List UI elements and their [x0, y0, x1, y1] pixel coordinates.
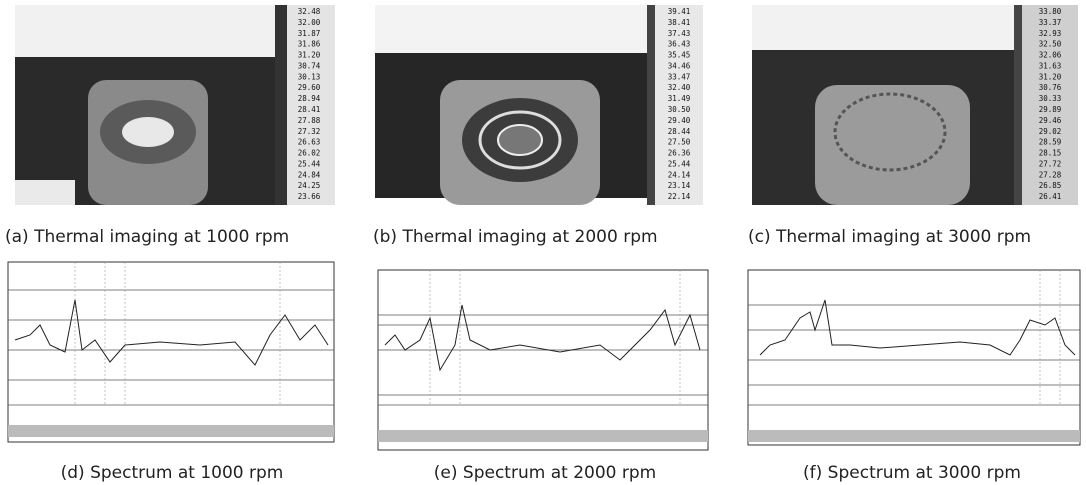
- scale-label: 27.28: [1039, 170, 1062, 179]
- scale-label: 30.76: [1039, 83, 1062, 92]
- scale-label: 27.72: [1039, 159, 1062, 168]
- spectrum-plot-d: [8, 262, 334, 442]
- caption: (e) Spectrum at 2000 rpm: [434, 463, 656, 483]
- scale-label: 25.44: [668, 159, 691, 168]
- spectrum-plot-e: [378, 270, 708, 450]
- spectrum-plot-f: [748, 270, 1080, 445]
- scale-label: 23.66: [298, 192, 321, 201]
- scale-label: 37.43: [668, 29, 691, 38]
- scale-label: 27.50: [668, 138, 691, 147]
- scale-label: 26.41: [1039, 192, 1062, 201]
- scale-label: 33.37: [1039, 18, 1062, 27]
- scale-label: 32.40: [668, 83, 691, 92]
- scale-label: 31.20: [298, 51, 321, 60]
- scale-label: 30.74: [298, 61, 321, 70]
- scale-label: 29.60: [298, 83, 321, 92]
- scale-label: 32.50: [1039, 40, 1062, 49]
- scale-label: 28.59: [1039, 138, 1062, 147]
- scale-label: 33.80: [1039, 7, 1062, 16]
- scale-label: 31.20: [1039, 72, 1062, 81]
- scale-label: 31.86: [298, 40, 321, 49]
- scale-label: 28.15: [1039, 149, 1062, 158]
- scale-label: 24.25: [298, 181, 321, 190]
- scale-label: 30.13: [298, 72, 321, 81]
- scale-label: 22.14: [668, 192, 691, 201]
- scale-label: 32.06: [1039, 51, 1062, 60]
- scale-label: 31.63: [1039, 61, 1062, 70]
- caption: (f) Spectrum at 3000 rpm: [803, 463, 1021, 483]
- scale-label: 28.44: [668, 127, 691, 136]
- scale-label: 35.45: [668, 51, 691, 60]
- thermal-image-c: [752, 5, 1078, 205]
- scale-label: 23.14: [668, 181, 691, 190]
- scale-label: 28.41: [298, 105, 321, 114]
- scale-label: 30.33: [1039, 94, 1062, 103]
- scale-label: 29.46: [1039, 116, 1062, 125]
- scale-label: 24.84: [298, 170, 321, 179]
- caption: (c) Thermal imaging at 3000 rpm: [748, 227, 1031, 247]
- scale-label: 31.49: [668, 94, 691, 103]
- thermal-image-a: [15, 5, 335, 205]
- caption: (a) Thermal imaging at 1000 rpm: [5, 227, 289, 247]
- scale-label: 29.89: [1039, 105, 1062, 114]
- caption: (b) Thermal imaging at 2000 rpm: [373, 227, 658, 247]
- scale-label: 32.93: [1039, 29, 1062, 38]
- scale-label: 27.32: [298, 127, 321, 136]
- scale-label: 32.00: [298, 18, 321, 27]
- scale-label: 30.50: [668, 105, 691, 114]
- scale-label: 33.47: [668, 72, 691, 81]
- scale-label: 29.40: [668, 116, 691, 125]
- scale-label: 32.48: [298, 7, 321, 16]
- thermal-image-b: [375, 5, 703, 205]
- scale-label: 26.85: [1039, 181, 1062, 190]
- caption: (d) Spectrum at 1000 rpm: [61, 463, 284, 483]
- scale-label: 26.02: [298, 149, 321, 158]
- scale-label: 27.88: [298, 116, 321, 125]
- page: (a) Thermal imaging at 1000 rpm (b) Ther…: [0, 0, 1086, 485]
- scale-label: 34.46: [668, 61, 691, 70]
- scale-label: 24.14: [668, 170, 691, 179]
- scale-label: 26.63: [298, 138, 321, 147]
- scale-label: 36.43: [668, 40, 691, 49]
- scale-label: 25.44: [298, 159, 321, 168]
- scale-label: 26.36: [668, 149, 691, 158]
- scale-label: 28.94: [298, 94, 321, 103]
- scale-label: 39.41: [668, 7, 691, 16]
- scale-label: 29.02: [1039, 127, 1062, 136]
- scale-label: 38.41: [668, 18, 691, 27]
- figure: (a) Thermal imaging at 1000 rpm (b) Ther…: [0, 0, 1086, 485]
- scale-label: 31.87: [298, 29, 321, 38]
